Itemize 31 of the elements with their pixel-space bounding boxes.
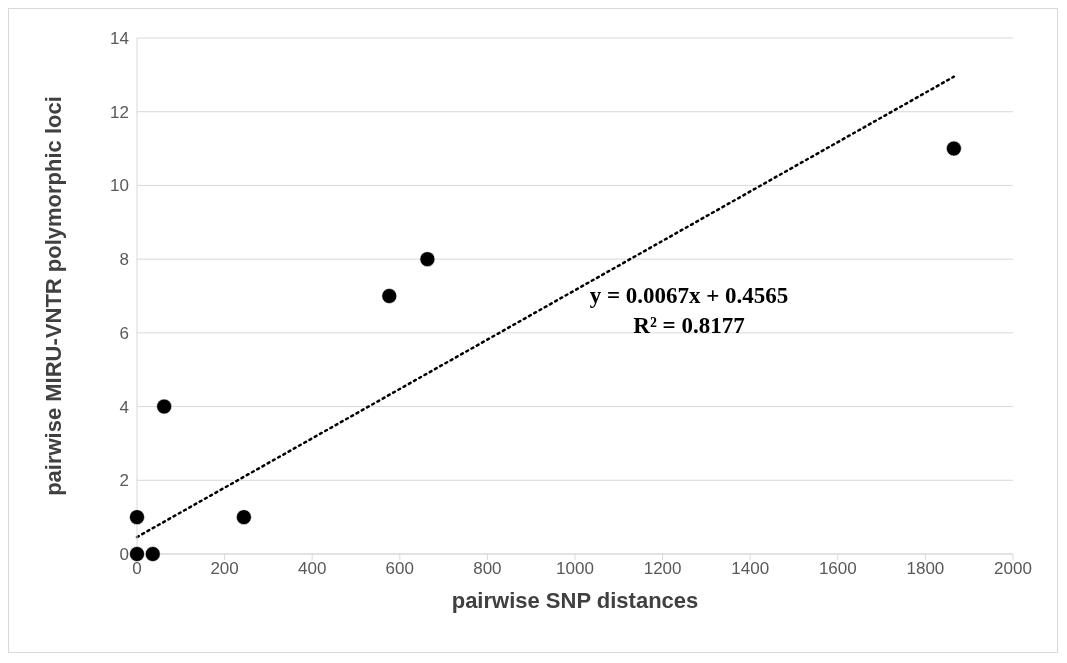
annotation: y = 0.0067x + 0.4565	[588, 282, 790, 310]
y-tick-label: 4	[119, 397, 129, 417]
x-tick-label: 1800	[906, 559, 945, 579]
point	[156, 398, 172, 415]
y-axis-title: pairwise MIRU-VNTR polymorphic loci	[40, 96, 66, 496]
x-tick-label: 1600	[818, 559, 857, 579]
x-tick-label: 1200	[643, 559, 682, 579]
x-tick-label: 400	[298, 559, 327, 579]
x-tick-label: 800	[473, 559, 502, 579]
y-tick-label: 12	[110, 102, 129, 122]
y-tick-label: 0	[119, 545, 129, 565]
point	[144, 546, 161, 562]
point	[946, 140, 962, 157]
y-tick-label: 8	[119, 250, 129, 270]
point	[129, 509, 145, 525]
point	[381, 288, 398, 304]
x-tick-label: 200	[210, 559, 239, 579]
point	[236, 509, 252, 525]
y-tick-label: 10	[110, 176, 129, 196]
y-tick-label: 6	[119, 323, 129, 343]
x-axis-title: pairwise SNP distances	[451, 587, 699, 613]
x-tick-label: 1400	[731, 559, 770, 579]
x-tick-label: 2000	[994, 559, 1032, 579]
x-tick-label: 600	[385, 559, 414, 579]
y-tick-label: 14	[110, 29, 129, 49]
x-tick-label: 1000	[556, 559, 594, 579]
y-tick-label: 2	[119, 471, 129, 491]
point	[129, 546, 145, 562]
x-tick-label: 0	[132, 559, 142, 579]
annotation: R² = 0.8177	[632, 312, 746, 340]
point	[419, 251, 436, 267]
